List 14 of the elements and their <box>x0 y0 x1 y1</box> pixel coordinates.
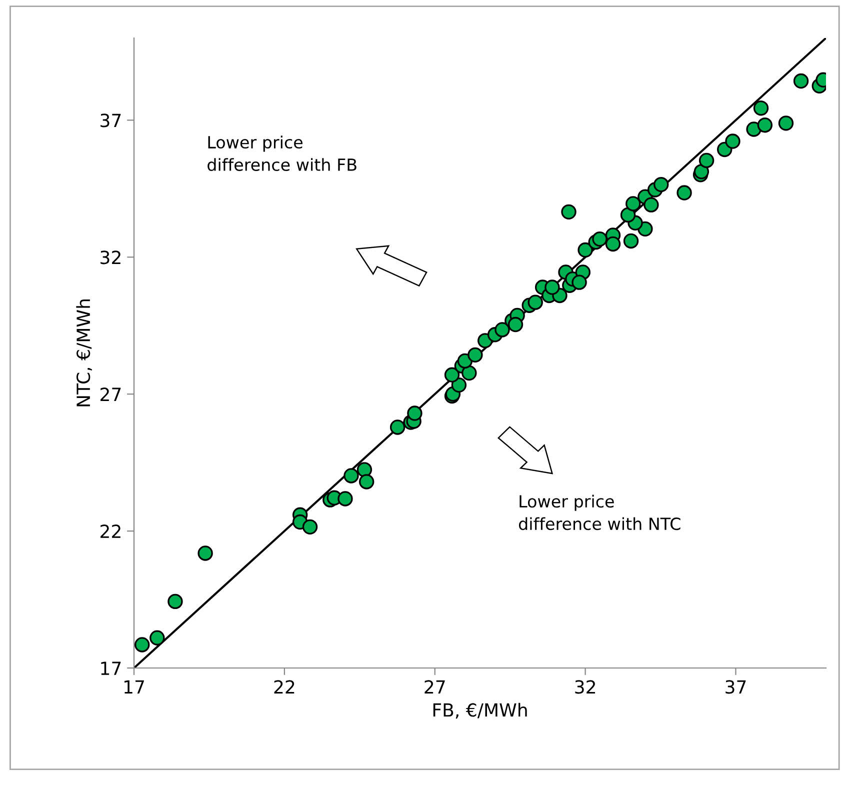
annotation: Lower price difference with NTC <box>518 494 680 530</box>
y-tick-label: 17 <box>101 662 121 675</box>
x-tick-label: 32 <box>575 680 595 694</box>
y-axis-title: NTC, €/MWh <box>76 300 92 406</box>
annotation: Lower price difference with FB <box>208 136 356 172</box>
y-tick-label: 22 <box>100 524 120 538</box>
y-tick-label: 32 <box>100 250 120 264</box>
x-tick-label: 22 <box>274 680 294 694</box>
y-tick-label: 37 <box>100 114 121 128</box>
y-tick-label: 27 <box>100 388 121 401</box>
x-tick-label: 27 <box>424 680 445 694</box>
x-tick-label: 17 <box>124 680 144 694</box>
x-axis-title: FB, €/MWh <box>433 702 527 719</box>
x-tick-label: 37 <box>726 680 746 694</box>
